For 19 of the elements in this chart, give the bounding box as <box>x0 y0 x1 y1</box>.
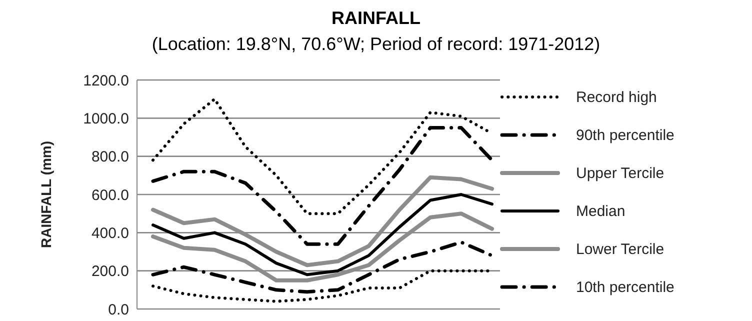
chart-subtitle: (Location: 19.8°N, 70.6°W; Period of record: 1971-2012) <box>150 34 602 55</box>
y-tick-label: 800.0 <box>91 148 129 166</box>
legend-label: Record high <box>576 88 657 106</box>
legend-label: 90th percentile <box>576 126 674 144</box>
legend-label: Lower Tercile <box>576 240 664 258</box>
chart-title: RAINFALL <box>330 8 422 29</box>
y-tick-label: 400.0 <box>91 224 129 242</box>
line-series <box>151 240 494 294</box>
line-series <box>151 126 494 246</box>
y-axis-title: RAINFALL (mm) <box>38 140 54 248</box>
y-tick-label: 1200.0 <box>83 72 129 90</box>
legend-label: Median <box>576 202 626 220</box>
legend-label: Upper Tercile <box>576 164 664 182</box>
y-tick-label: 0.0 <box>108 301 129 318</box>
y-tick-label: 200.0 <box>91 263 129 280</box>
legend-label: 10th percentile <box>576 278 674 296</box>
y-tick-label: 600.0 <box>91 186 129 204</box>
line-series <box>152 193 494 276</box>
y-tick-label: 1000.0 <box>83 110 129 128</box>
